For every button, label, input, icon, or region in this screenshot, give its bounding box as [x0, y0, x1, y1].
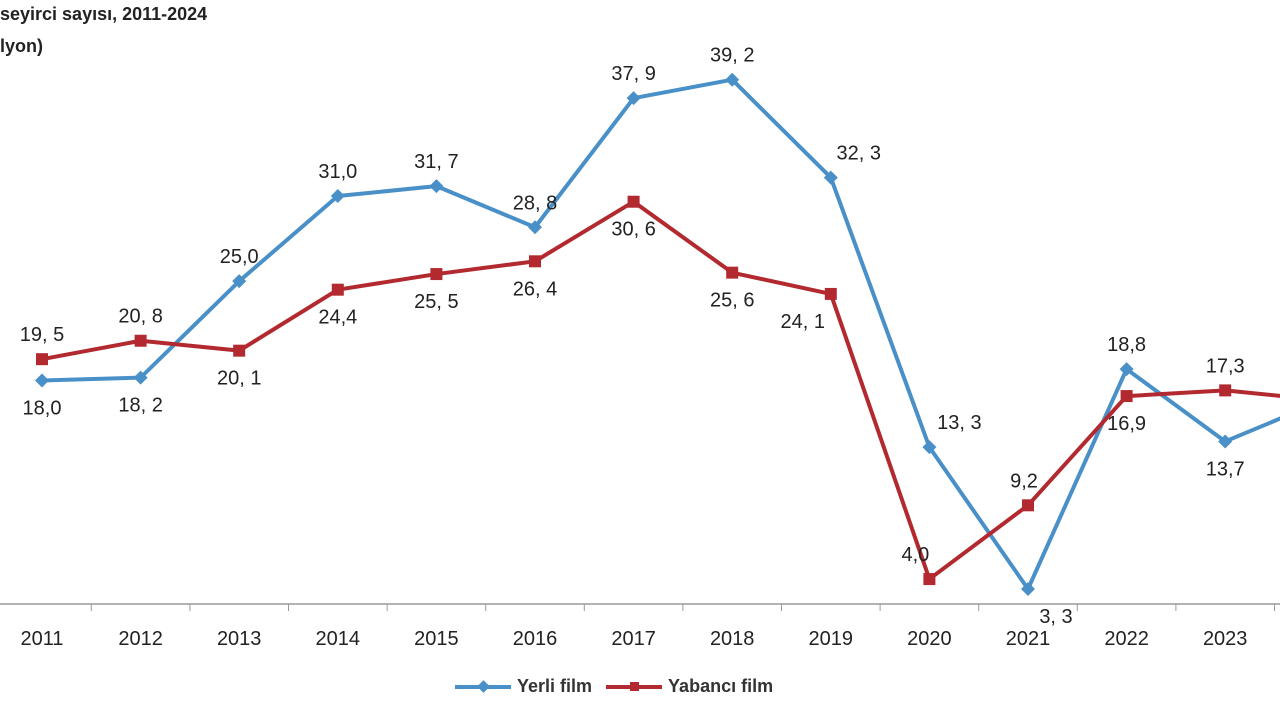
x-tick-label: 2016 — [513, 628, 558, 650]
data-point-2 — [233, 344, 246, 357]
x-tick-label: 2022 — [1104, 628, 1149, 650]
legend-swatch-yerli — [455, 679, 511, 693]
data-label: 19, 5 — [20, 324, 64, 346]
data-point-1 — [232, 274, 247, 289]
data-point-2 — [1022, 499, 1034, 512]
data-label: 17,3 — [1206, 355, 1245, 377]
data-label: 9,2 — [1010, 470, 1038, 492]
data-point-1 — [528, 220, 542, 235]
series-line-1 — [41, 77, 1280, 591]
data-point-2 — [134, 334, 147, 347]
data-point-2 — [923, 573, 936, 586]
legend-label-yabanci: Yabancı film — [668, 676, 774, 696]
x-tick-label: 2021 — [1006, 628, 1051, 650]
x-tick-label: 2013 — [217, 628, 262, 650]
data-point-1 — [1119, 362, 1134, 377]
data-label: 37, 9 — [611, 63, 655, 85]
data-label: 13, 3 — [937, 412, 981, 434]
data-point-2 — [331, 283, 344, 296]
data-point-1 — [823, 170, 838, 185]
series-line-2 — [41, 199, 1280, 582]
data-label: 18,8 — [1107, 334, 1146, 356]
data-label: 18, 2 — [118, 395, 162, 417]
data-point-2 — [36, 353, 48, 366]
data-point-1 — [429, 179, 444, 194]
data-point-2 — [824, 287, 837, 300]
data-point-2 — [1120, 390, 1133, 403]
chart-title: seyirci sayısı, 2011-2024 — [0, 4, 208, 24]
data-point-1 — [922, 440, 937, 455]
data-point-2 — [529, 255, 541, 268]
data-label: 20, 1 — [217, 368, 261, 390]
chart-legend: Yerli film Yabancı film — [455, 676, 787, 697]
x-tick-label: 2012 — [118, 628, 163, 650]
data-label: 31, 7 — [414, 151, 458, 173]
data-label: 25,0 — [220, 246, 259, 268]
data-label: 25, 6 — [710, 290, 754, 312]
data-label: 24,4 — [318, 307, 357, 329]
data-point-2 — [430, 268, 443, 281]
data-label: 28, 8 — [513, 192, 557, 214]
data-label: 39, 2 — [710, 45, 754, 67]
x-tick-label: 2011 — [20, 628, 63, 650]
x-tick-label: 2019 — [809, 628, 854, 650]
x-tick-label: 2017 — [611, 628, 656, 650]
data-point-1 — [1021, 582, 1035, 596]
data-label: 31,0 — [318, 161, 357, 183]
data-label: 24, 1 — [781, 311, 825, 333]
data-point-1 — [330, 189, 345, 204]
x-tick-label: 2015 — [414, 628, 459, 650]
data-label: 4,0 — [901, 544, 929, 566]
data-point-1 — [35, 373, 49, 388]
x-tick-label: 2023 — [1203, 628, 1248, 650]
chart-subtitle: lyon) — [0, 36, 43, 56]
data-point-1 — [725, 72, 740, 87]
data-label: 18,0 — [23, 397, 62, 419]
x-tick-label: 2018 — [710, 628, 755, 650]
x-tick-label: 2020 — [907, 628, 952, 650]
data-label: 26, 4 — [513, 278, 557, 300]
data-label: 13,7 — [1206, 458, 1245, 480]
data-label: 32, 3 — [837, 143, 881, 165]
data-label: 20, 8 — [118, 306, 162, 328]
legend-item-yerli: Yerli film — [455, 676, 592, 697]
data-label: 3, 3 — [1039, 606, 1072, 628]
x-tick-label: 2014 — [316, 628, 361, 650]
data-label: 30, 6 — [611, 219, 655, 241]
data-point-1 — [133, 370, 148, 385]
legend-swatch-yabanci — [606, 681, 663, 691]
legend-label-yerli: Yerli film — [517, 676, 593, 696]
data-point-2 — [726, 266, 739, 279]
legend-item-yabanci: Yabancı film — [606, 676, 773, 697]
data-point-2 — [1219, 384, 1232, 397]
data-point-1 — [1218, 434, 1233, 449]
data-point-2 — [627, 195, 640, 208]
data-label: 16,9 — [1107, 413, 1146, 435]
data-point-1 — [626, 91, 641, 106]
data-label: 25, 5 — [414, 291, 458, 313]
